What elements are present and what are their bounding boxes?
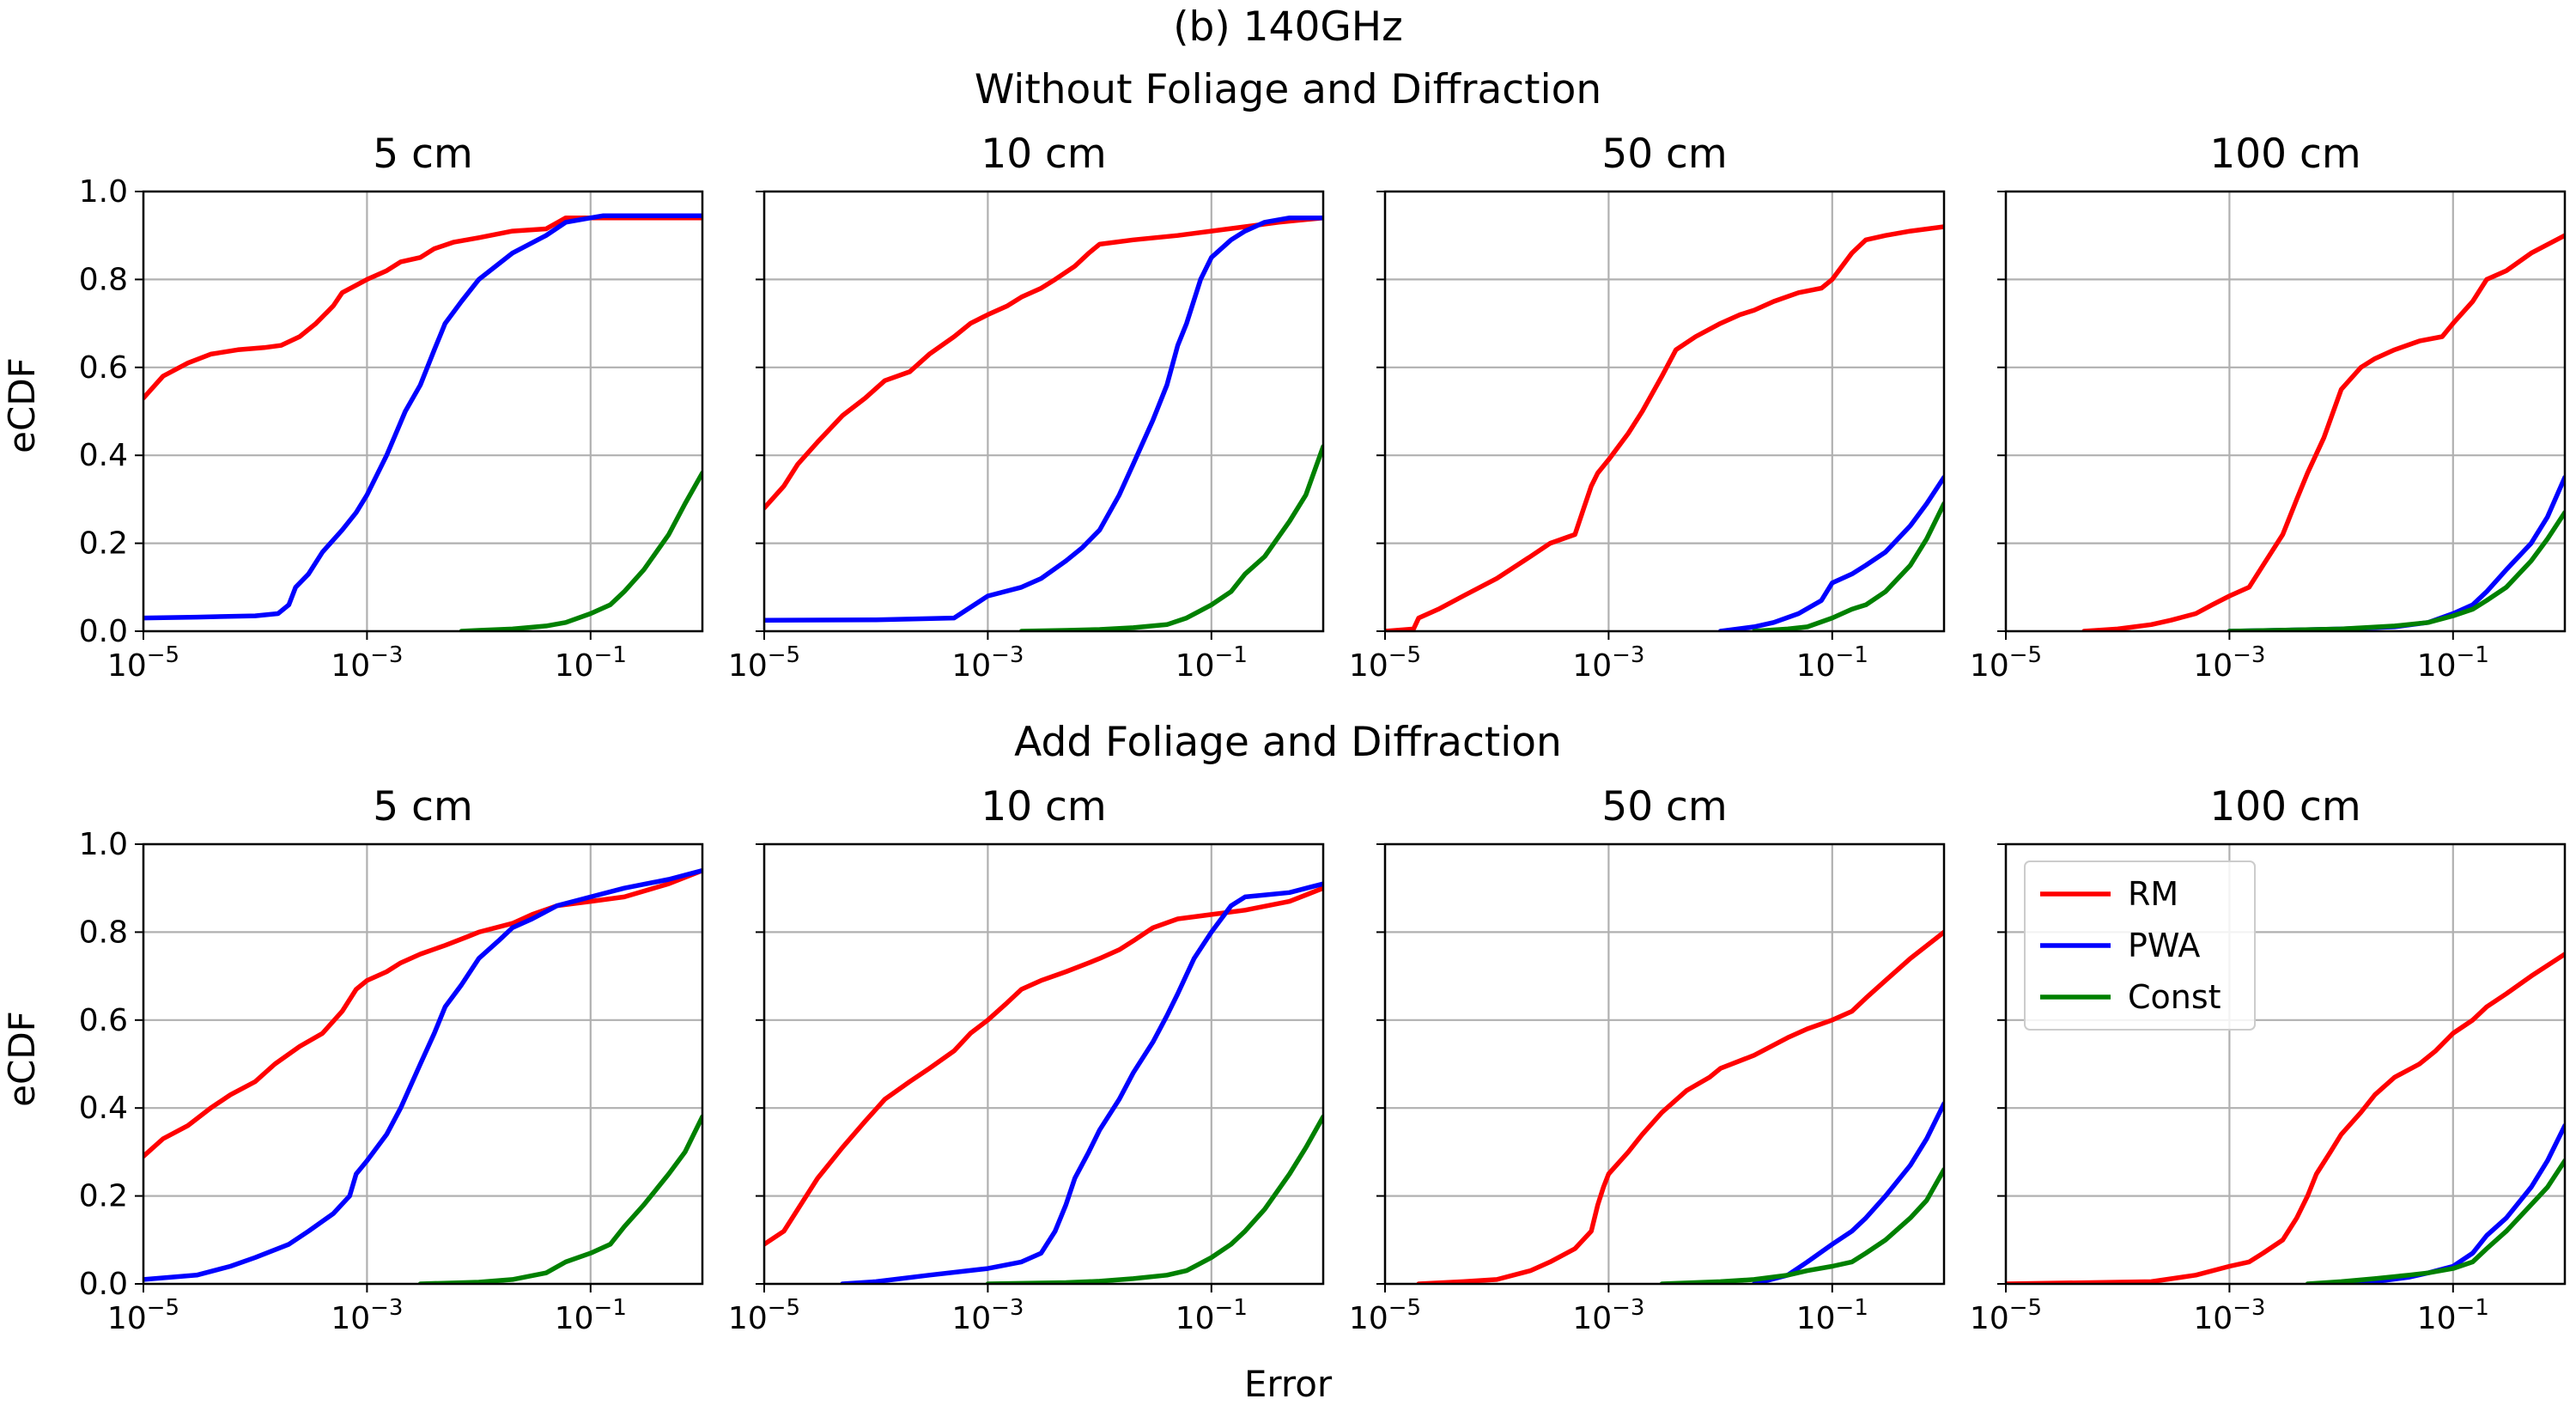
y-tick-label: 0.0 <box>79 1267 128 1302</box>
x-tick-label: 10−3 <box>331 642 403 684</box>
series-line-rm <box>764 215 1323 511</box>
panel-title: 50 cm <box>1601 131 1727 178</box>
series-line-const <box>2227 510 2565 631</box>
y-tick-label: 0.6 <box>79 350 128 386</box>
series-line-pwa <box>764 215 1323 623</box>
panel-1-3: 100 cm 10−5 10−3 10−1 RM PWA Const <box>1970 783 2567 1336</box>
legend-label-const: Const <box>2128 978 2221 1016</box>
axes-frame <box>142 842 704 1286</box>
panel-title: 5 cm <box>373 783 472 830</box>
x-tick-label: 10−1 <box>1796 642 1868 684</box>
row-title-bottom: Add Foliage and Diffraction <box>1014 719 1562 766</box>
panel-1-1: 10 cm 10−5 10−3 10−1 <box>728 783 1325 1336</box>
panels-group: 5 cm0.00.20.40.60.81.010−5 10−3 10−110 cm1… <box>79 131 2567 1336</box>
y-tick-label: 0.4 <box>79 1091 128 1126</box>
panel-title: 50 cm <box>1601 783 1727 830</box>
axes-frame <box>1383 842 1946 1286</box>
x-tick-label: 10−5 <box>107 1295 179 1336</box>
x-tick-label: 10−5 <box>107 642 179 684</box>
x-tick-label: 10−1 <box>555 642 627 684</box>
panel-0-0: 5 cm 0.0 0.2 0.4 0.6 0.8 1.0 10−5 10−3 10−1 <box>79 131 704 684</box>
panel-title: 10 cm <box>981 783 1106 830</box>
row-title-top: Without Foliage and Diffraction <box>975 66 1601 113</box>
panel-title: 100 cm <box>2209 783 2360 830</box>
y-axis-label-bottom: eCDF <box>1 1011 43 1107</box>
series-line-rm <box>764 885 1323 1247</box>
x-tick-label: 10−1 <box>1796 1295 1868 1336</box>
axes-frame <box>762 190 1325 633</box>
y-tick-label: 0.2 <box>79 1179 128 1214</box>
x-tick-label: 10−1 <box>1176 1295 1248 1336</box>
y-tick-label: 1.0 <box>79 174 128 210</box>
x-tick-label: 10−3 <box>1572 642 1644 684</box>
series-line-pwa <box>2227 475 2565 631</box>
panel-title: 10 cm <box>981 131 1106 178</box>
series-line-pwa <box>840 881 1323 1284</box>
series-line-const <box>1752 501 1944 631</box>
x-axis-label: Error <box>1244 1363 1333 1405</box>
x-tick-label: 10−1 <box>555 1295 627 1336</box>
series-line-const <box>2305 1158 2565 1284</box>
y-tick-label: 0.4 <box>79 438 128 473</box>
x-tick-label: 10−3 <box>2193 1295 2265 1336</box>
panel-1-0: 5 cm 0.0 0.2 0.4 0.6 0.8 1.0 10−5 10−3 10−1 <box>79 783 704 1336</box>
panel-0-3: 100 cm 10−5 10−3 10−1 <box>1970 131 2567 684</box>
panel-title: 5 cm <box>373 131 472 178</box>
x-tick-label: 10−5 <box>728 1295 800 1336</box>
x-tick-label: 10−1 <box>2417 1295 2489 1336</box>
series-line-const <box>1018 444 1323 631</box>
series-line-pwa <box>143 213 702 621</box>
x-tick-label: 10−5 <box>1970 1295 2042 1336</box>
axes-frame <box>2004 190 2567 633</box>
series-line-pwa <box>1752 1101 1944 1284</box>
series-line-pwa <box>143 867 702 1282</box>
series-line-pwa <box>2338 1122 2565 1284</box>
x-tick-label: 10−5 <box>1970 642 2042 684</box>
series-line-const <box>985 1114 1323 1284</box>
series-line-rm <box>2081 233 2565 631</box>
panel-title: 100 cm <box>2209 131 2360 178</box>
x-tick-label: 10−3 <box>951 642 1024 684</box>
y-tick-label: 0.6 <box>79 1003 128 1038</box>
y-tick-label: 0.8 <box>79 262 128 297</box>
x-tick-label: 10−3 <box>331 1295 403 1336</box>
x-tick-label: 10−3 <box>2193 642 2265 684</box>
series-line-rm <box>2006 952 2565 1284</box>
x-tick-label: 10−3 <box>951 1295 1024 1336</box>
series-line-rm <box>143 215 702 401</box>
series-line-pwa <box>1717 475 1944 631</box>
legend-label-pwa: PWA <box>2128 927 2200 964</box>
axes-frame <box>1383 190 1946 633</box>
panel-0-2: 50 cm 10−5 10−3 10−1 <box>1349 131 1946 684</box>
figure-suptitle: (b) 140GHz <box>1173 3 1403 51</box>
x-tick-label: 10−5 <box>1349 1295 1421 1336</box>
legend-label-rm: RM <box>2128 875 2178 913</box>
series-line-rm <box>1416 929 1944 1284</box>
panel-1-2: 50 cm 10−5 10−3 10−1 <box>1349 783 1946 1336</box>
x-tick-label: 10−3 <box>1572 1295 1644 1336</box>
series-line-const <box>459 470 702 631</box>
panel-0-1: 10 cm 10−5 10−3 10−1 <box>728 131 1325 684</box>
axes-frame <box>2004 842 2567 1286</box>
x-tick-label: 10−1 <box>1176 642 1248 684</box>
legend-box <box>2024 861 2256 1031</box>
axes-frame <box>762 842 1325 1286</box>
series-line-const <box>417 1114 702 1284</box>
x-tick-label: 10−5 <box>728 642 800 684</box>
y-axis-label-top: eCDF <box>1 357 43 453</box>
series-line-const <box>1659 1167 1944 1284</box>
series-line-rm <box>1385 224 1944 631</box>
x-tick-label: 10−1 <box>2417 642 2489 684</box>
axes-frame <box>142 190 704 633</box>
x-tick-label: 10−5 <box>1349 642 1421 684</box>
y-tick-label: 1.0 <box>79 827 128 862</box>
y-tick-label: 0.8 <box>79 915 128 950</box>
y-tick-label: 0.2 <box>79 526 128 562</box>
y-tick-label: 0.0 <box>79 614 128 649</box>
series-line-rm <box>143 867 702 1159</box>
